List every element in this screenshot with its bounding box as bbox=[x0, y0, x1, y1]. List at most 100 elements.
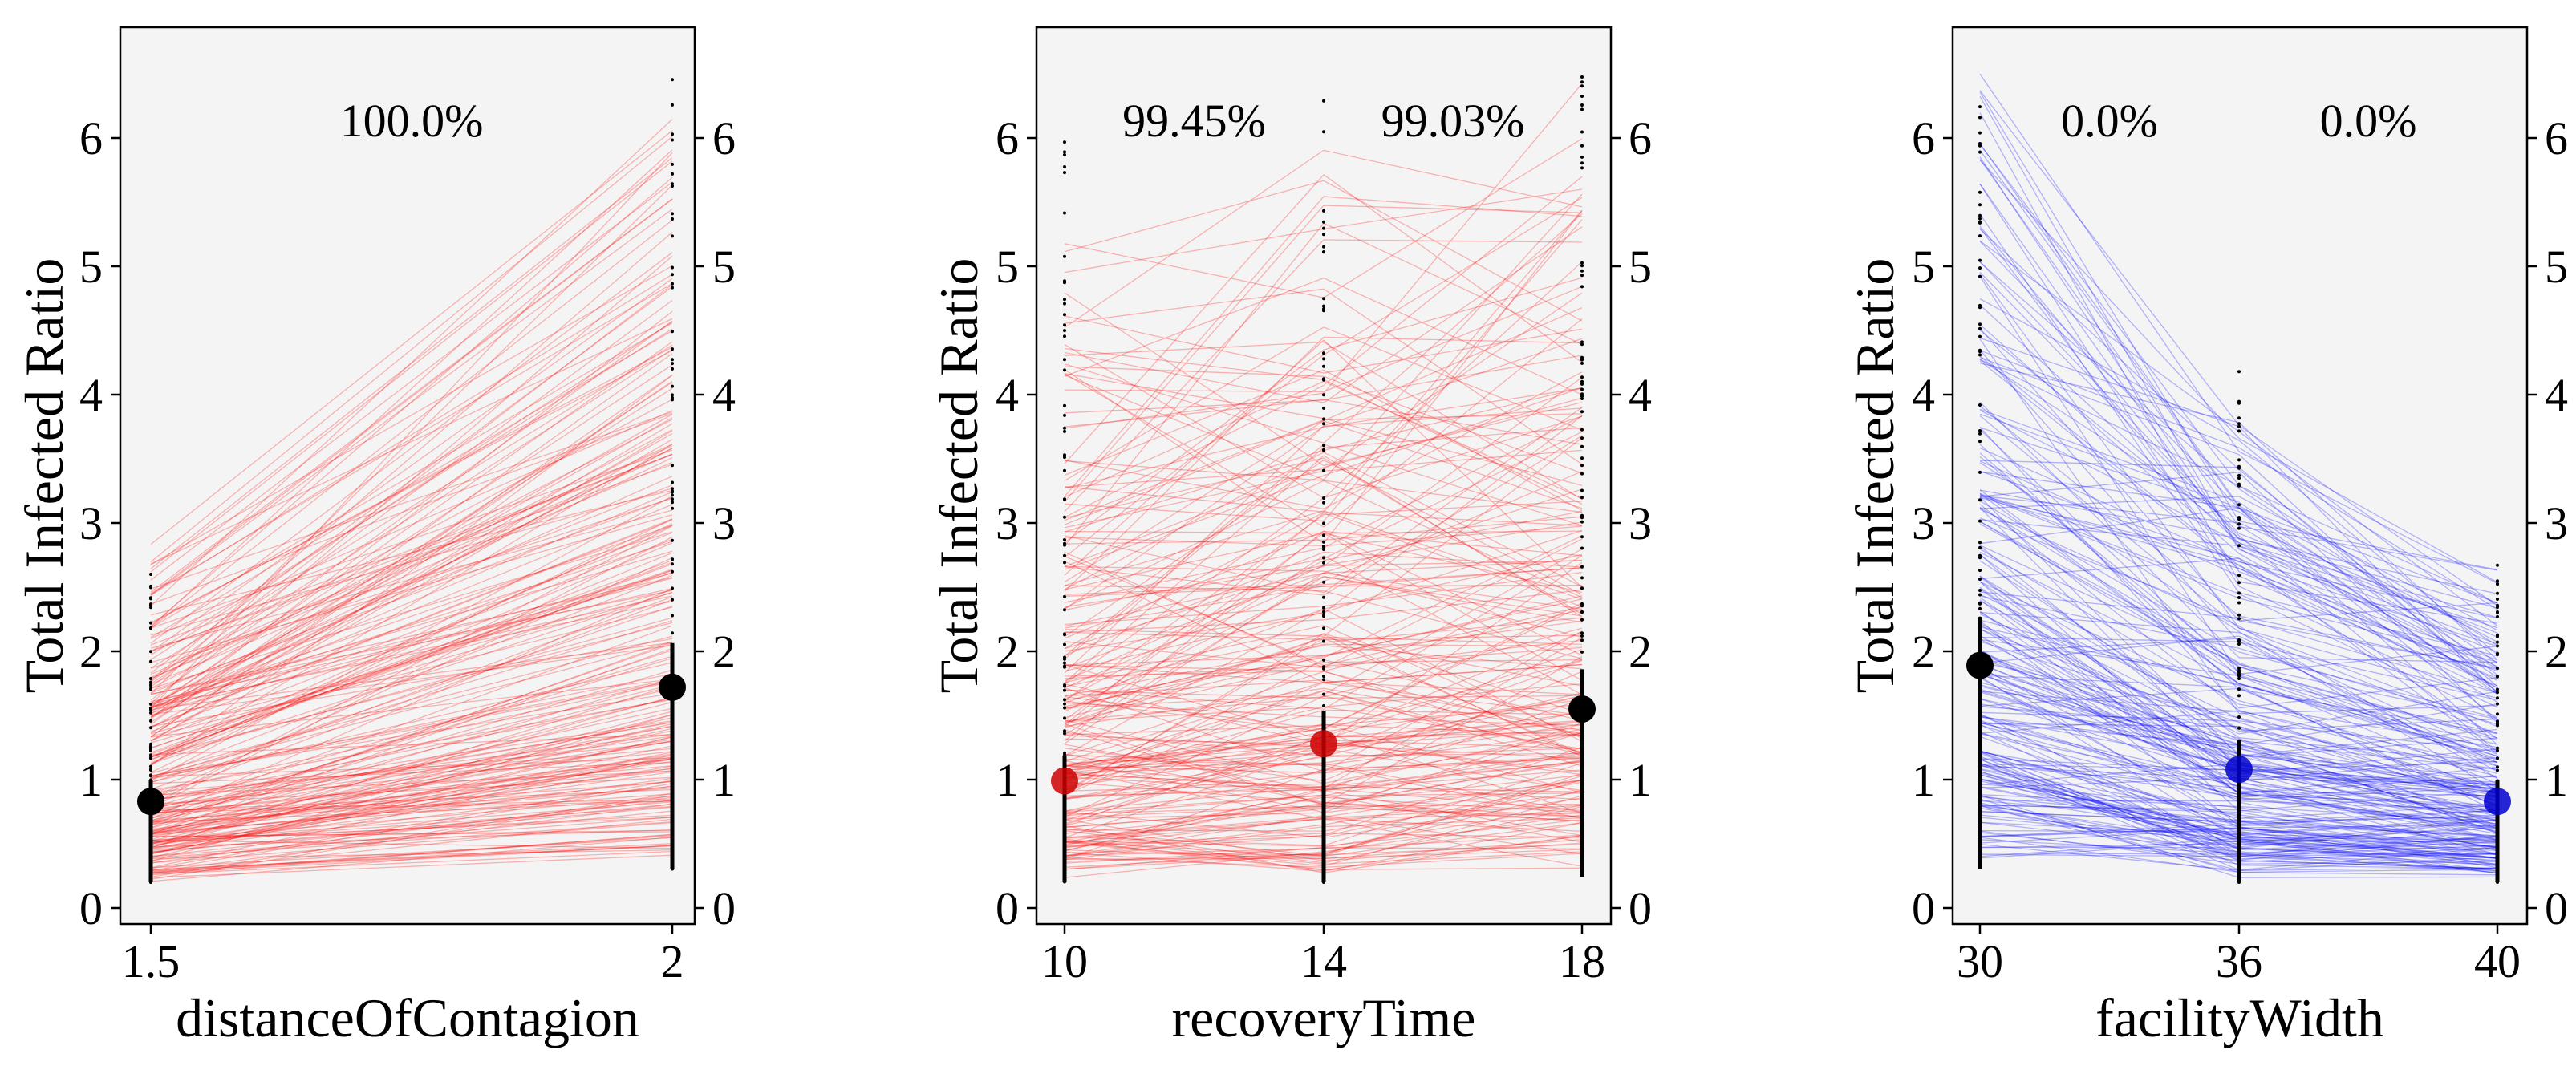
observation-line bbox=[2238, 469, 2498, 676]
observation-line bbox=[1323, 744, 1583, 760]
observation-point bbox=[671, 729, 674, 733]
observation-line bbox=[1323, 762, 1583, 846]
observation-line bbox=[1064, 772, 1325, 789]
observation-line bbox=[1979, 804, 2240, 849]
observation-line bbox=[150, 550, 673, 704]
observation-line bbox=[1323, 802, 1583, 822]
observation-point bbox=[2237, 591, 2241, 595]
observation-line bbox=[150, 449, 673, 629]
y-tick-label: 2 bbox=[1629, 626, 1652, 678]
observation-point bbox=[1580, 358, 1584, 362]
observation-line bbox=[2238, 542, 2498, 669]
observation-line bbox=[1323, 732, 1583, 784]
mean-marker bbox=[1568, 695, 1596, 723]
observation-line bbox=[1323, 326, 1583, 431]
observation-line bbox=[150, 592, 673, 744]
observation-line bbox=[1979, 408, 2240, 503]
observation-point bbox=[1322, 378, 1325, 382]
observation-line bbox=[1979, 624, 2240, 793]
observation-point bbox=[671, 132, 674, 136]
observation-point bbox=[2237, 833, 2241, 837]
observation-line bbox=[1323, 455, 1583, 618]
observation-line bbox=[150, 347, 673, 625]
observation-point bbox=[2237, 844, 2241, 848]
observation-point bbox=[1322, 870, 1325, 874]
observation-line bbox=[2238, 746, 2498, 792]
observation-line bbox=[1979, 794, 2240, 808]
observation-line bbox=[150, 635, 673, 774]
observation-point bbox=[1322, 501, 1325, 505]
observation-line bbox=[1064, 643, 1325, 709]
observation-line bbox=[2238, 537, 2498, 609]
observation-point bbox=[1063, 845, 1066, 849]
observation-line bbox=[2238, 525, 2498, 571]
observation-point bbox=[1978, 842, 1982, 845]
observation-line bbox=[1064, 687, 1325, 728]
observation-point bbox=[1580, 84, 1584, 88]
observation-line bbox=[1323, 620, 1583, 656]
observation-point bbox=[149, 774, 152, 778]
observation-point bbox=[1580, 634, 1584, 638]
observation-line bbox=[2238, 424, 2498, 606]
observation-point bbox=[1978, 825, 1982, 829]
observation-line bbox=[1323, 606, 1583, 729]
observation-line bbox=[1323, 703, 1583, 726]
observation-line bbox=[2238, 763, 2498, 833]
x-tick-label: 30 bbox=[1957, 935, 2003, 987]
observation-point bbox=[1322, 610, 1325, 614]
observation-point bbox=[1322, 825, 1325, 828]
observation-line bbox=[2238, 666, 2498, 741]
observation-line bbox=[1323, 835, 1583, 873]
observation-point bbox=[1322, 678, 1325, 682]
observation-point bbox=[1063, 358, 1066, 362]
observation-line bbox=[1979, 261, 2240, 534]
observation-line bbox=[1323, 698, 1583, 792]
mean-marker bbox=[1966, 651, 1994, 679]
observation-point bbox=[671, 707, 674, 711]
observation-point bbox=[671, 598, 674, 602]
observation-point bbox=[1580, 825, 1584, 829]
observation-line bbox=[2238, 737, 2498, 763]
observation-line bbox=[2238, 422, 2498, 661]
observation-point bbox=[671, 557, 674, 561]
y-tick-label: 6 bbox=[1912, 112, 1935, 164]
observation-line bbox=[1979, 691, 2240, 712]
observation-line bbox=[2238, 717, 2498, 788]
observation-point bbox=[1063, 561, 1066, 565]
observation-line bbox=[1064, 565, 1325, 682]
observation-line bbox=[2238, 615, 2498, 671]
observation-point bbox=[1322, 209, 1325, 213]
observation-point bbox=[2496, 852, 2499, 856]
observation-line bbox=[1323, 328, 1583, 374]
observation-line bbox=[150, 571, 673, 749]
y-tick-label: 3 bbox=[996, 497, 1019, 549]
observation-line bbox=[1064, 636, 1325, 724]
observation-line bbox=[1979, 638, 2240, 771]
observation-point bbox=[1063, 429, 1066, 433]
observation-point bbox=[1322, 853, 1325, 857]
observation-line bbox=[1979, 213, 2240, 594]
observation-point bbox=[1580, 392, 1584, 396]
observation-line bbox=[1064, 812, 1325, 820]
observation-line bbox=[1064, 585, 1325, 629]
observation-point bbox=[1978, 519, 1982, 523]
observation-line bbox=[1323, 561, 1583, 745]
observation-line bbox=[1323, 796, 1583, 813]
observation-line bbox=[1064, 533, 1325, 590]
observation-line bbox=[150, 496, 673, 692]
observation-line bbox=[1323, 530, 1583, 557]
observation-line bbox=[150, 680, 673, 779]
observation-line bbox=[150, 796, 673, 841]
observation-line bbox=[1064, 724, 1325, 736]
observation-line bbox=[1323, 286, 1583, 393]
observation-line bbox=[150, 620, 673, 780]
observation-line bbox=[150, 761, 673, 784]
observation-line bbox=[1979, 635, 2240, 664]
observation-line bbox=[1064, 243, 1325, 298]
observation-point bbox=[1978, 767, 1982, 771]
observation-point bbox=[1978, 756, 1982, 759]
observation-point bbox=[1063, 732, 1066, 736]
observation-line bbox=[1064, 830, 1325, 864]
observation-point bbox=[1580, 735, 1584, 739]
